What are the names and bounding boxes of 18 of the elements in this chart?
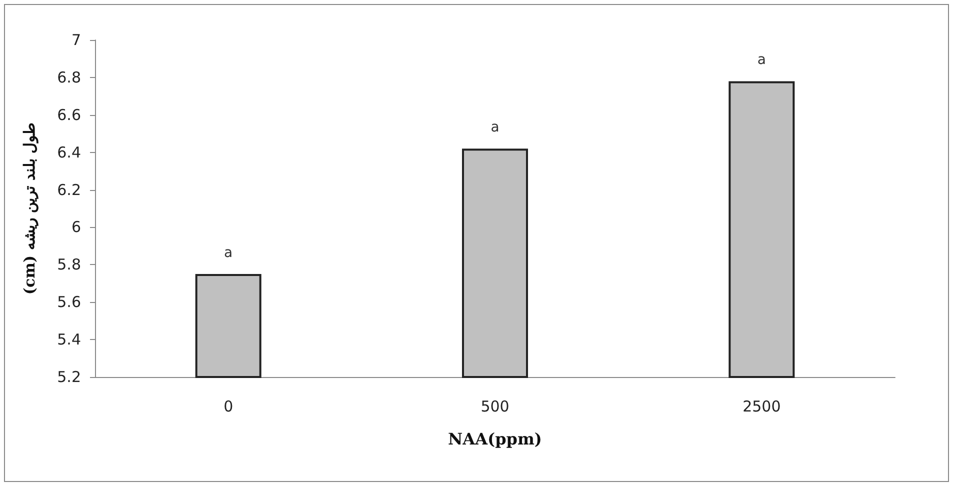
y-tick-label: 5.2 <box>57 368 81 386</box>
y-axis-title: طول بلند ترین ریشه (cm) <box>20 122 38 295</box>
y-tick-label: 6 <box>71 218 81 236</box>
y-tick-label: 6.6 <box>57 106 81 124</box>
y-tick-label: 5.4 <box>57 330 81 349</box>
x-tick-label: 500 <box>480 398 510 416</box>
y-tick-label: 5.8 <box>57 256 81 274</box>
y-tick-label: 6.2 <box>57 180 81 199</box>
x-tick-label: 2500 <box>742 398 781 416</box>
y-tick-label: 7 <box>71 31 81 49</box>
x-tick-label: 0 <box>224 398 234 416</box>
annotation: a <box>490 120 500 136</box>
x-axis-title: NAA(ppm) <box>448 430 542 448</box>
y-tick-label: 6.8 <box>57 68 81 86</box>
y-tick-label: 6.4 <box>57 143 81 162</box>
annotation: a <box>757 52 766 68</box>
y-tick-label: 5.6 <box>57 293 81 312</box>
annotation: a <box>224 245 233 262</box>
